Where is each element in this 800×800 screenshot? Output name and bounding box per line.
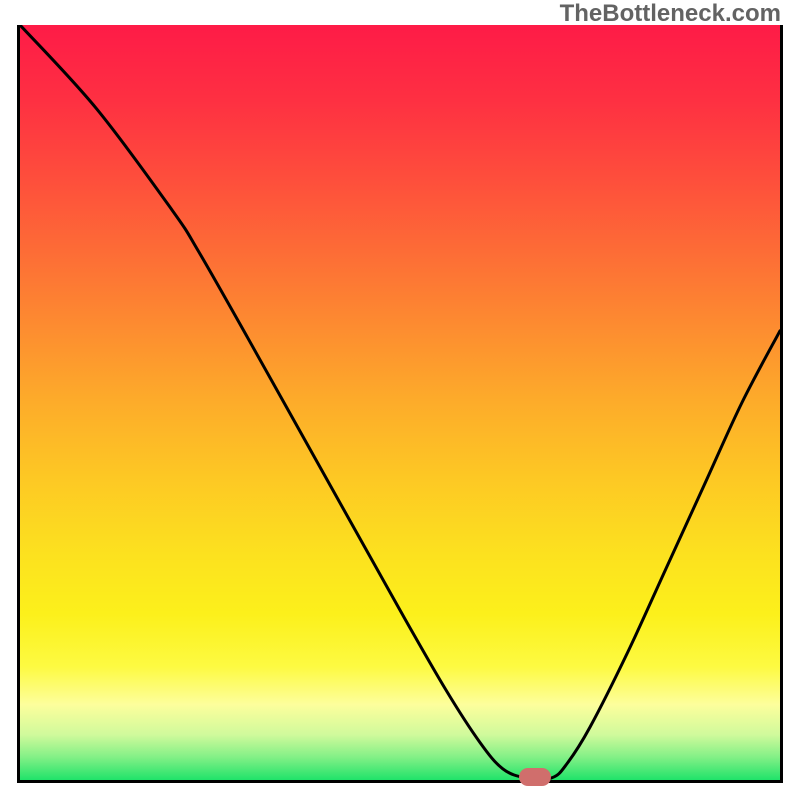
bottleneck-curve bbox=[20, 25, 780, 780]
chart-frame bbox=[17, 25, 783, 783]
attribution-text: TheBottleneck.com bbox=[560, 0, 781, 28]
optimal-point-marker bbox=[519, 768, 551, 786]
